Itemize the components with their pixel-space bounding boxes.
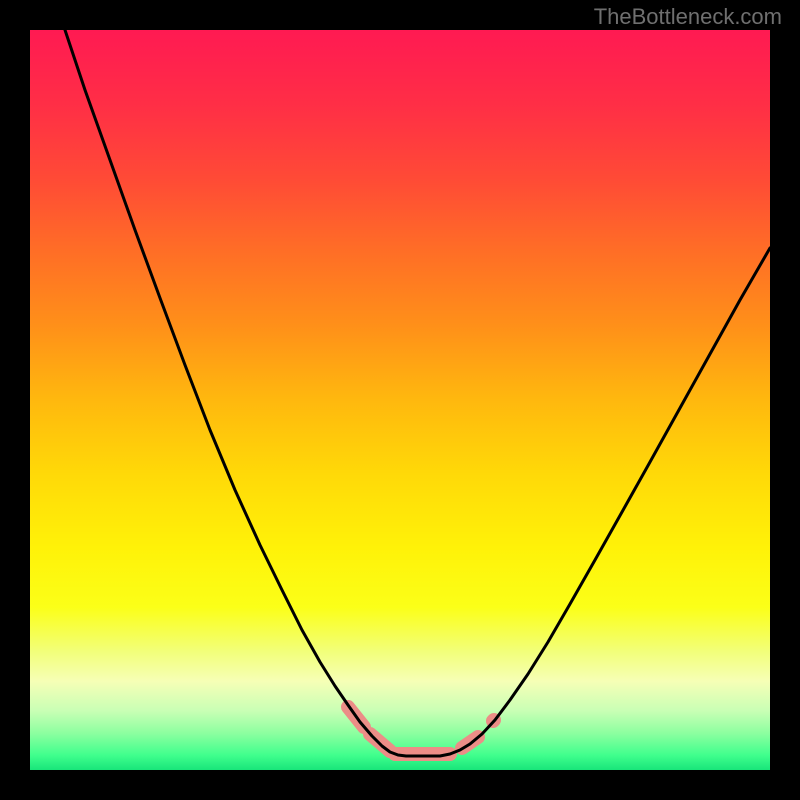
chart-bottleneck-curve [65, 30, 770, 756]
chart-plot-area [30, 30, 770, 770]
chart-accent-segments [348, 707, 494, 754]
chart-curve-layer [30, 30, 770, 770]
watermark: TheBottleneck.com [594, 4, 782, 30]
